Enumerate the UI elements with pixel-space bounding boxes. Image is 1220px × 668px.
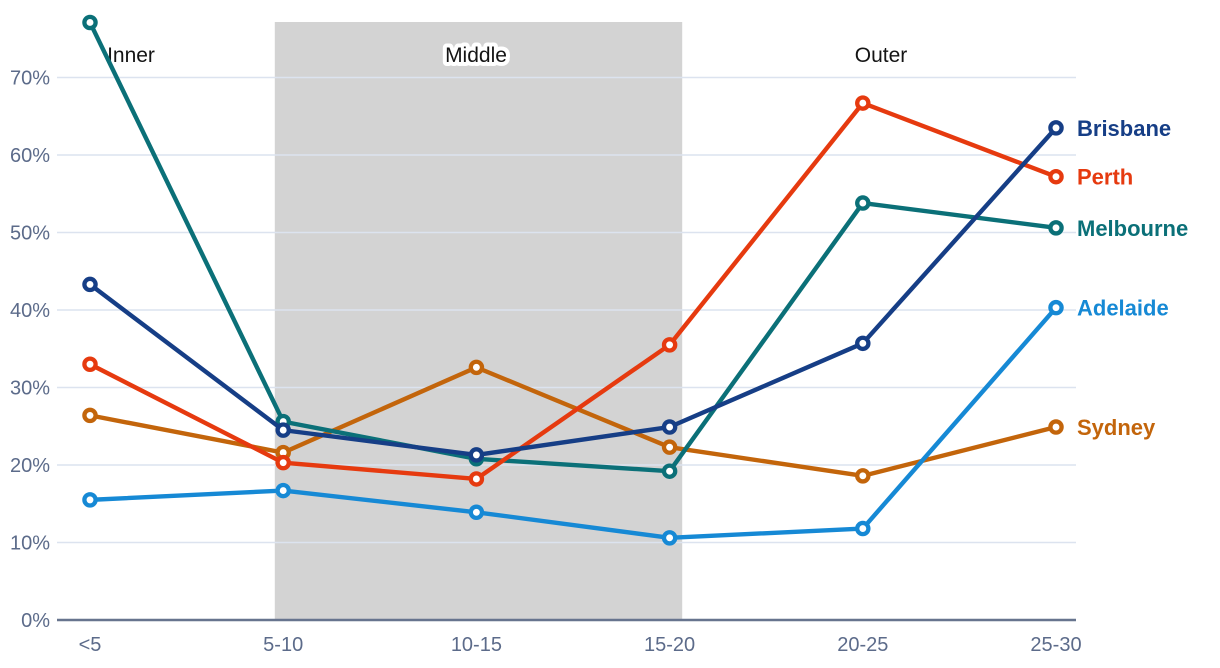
data-point-sydney-20-25 <box>855 468 871 484</box>
data-point-melbourne-25-30 <box>1048 220 1064 236</box>
series-line-perth <box>87 100 1059 482</box>
y-tick-70%: 70% <box>10 68 50 90</box>
data-point-adelaide-5-10 <box>275 482 291 499</box>
middle-region-band <box>274 22 683 620</box>
region-label-inner: Inner <box>107 44 155 67</box>
series-line-melbourne <box>87 20 1059 474</box>
data-point-adelaide-20-25 <box>855 520 871 537</box>
data-point-adelaide-15-20 <box>661 530 678 546</box>
data-point-sydney-10-15 <box>468 359 485 376</box>
region-label-middle: Middle <box>445 44 507 67</box>
data-point-melbourne-15-20 <box>661 463 678 479</box>
series-label-brisbane: Brisbane <box>1077 116 1171 141</box>
x-tick-20-25: 20-25 <box>837 634 888 656</box>
data-point-melbourne-20-25 <box>855 195 871 211</box>
y-tick-20%: 20% <box>10 455 50 477</box>
data-point-sydney-15-20 <box>661 439 678 455</box>
series-line-brisbane <box>87 125 1059 458</box>
data-point-perth-20-25 <box>855 95 871 111</box>
data-point-perth-25-30 <box>1048 168 1064 185</box>
data-point-brisbane-25-30 <box>1048 120 1064 136</box>
data-point-perth-10-15 <box>468 471 485 487</box>
series-label-melbourne: Melbourne <box>1077 216 1188 241</box>
data-point-sydney-<5 <box>82 407 98 424</box>
region-label-outer: Outer <box>855 44 908 67</box>
data-point-melbourne-<5 <box>82 14 98 31</box>
y-tick-10%: 10% <box>10 533 50 555</box>
y-tick-30%: 30% <box>10 378 50 400</box>
x-tick-10-15: 10-15 <box>451 634 502 656</box>
data-point-brisbane-20-25 <box>855 335 871 352</box>
data-point-sydney-25-30 <box>1048 419 1064 435</box>
data-point-brisbane-15-20 <box>661 419 678 435</box>
y-tick-60%: 60% <box>10 145 50 167</box>
data-point-perth-15-20 <box>661 337 678 353</box>
data-point-brisbane-<5 <box>82 276 98 293</box>
data-point-brisbane-10-15 <box>468 447 485 463</box>
series-line-adelaide <box>87 305 1059 541</box>
data-point-adelaide-<5 <box>82 492 98 508</box>
y-tick-40%: 40% <box>10 300 50 322</box>
series-label-adelaide: Adelaide <box>1077 296 1169 321</box>
y-tick-0%: 0% <box>21 610 50 632</box>
data-point-adelaide-25-30 <box>1048 299 1064 316</box>
data-point-brisbane-5-10 <box>275 422 291 438</box>
x-tick-25-30: 25-30 <box>1030 634 1081 656</box>
data-point-perth-5-10 <box>275 454 291 471</box>
series-label-perth: Perth <box>1077 165 1133 190</box>
x-tick-5-10: 5-10 <box>263 634 303 656</box>
series-label-sydney: Sydney <box>1077 415 1156 440</box>
x-tick-15-20: 15-20 <box>644 634 695 656</box>
x-tick-<5: <5 <box>79 634 102 656</box>
data-point-perth-<5 <box>82 356 98 372</box>
data-point-adelaide-10-15 <box>468 504 485 521</box>
y-tick-50%: 50% <box>10 223 50 245</box>
